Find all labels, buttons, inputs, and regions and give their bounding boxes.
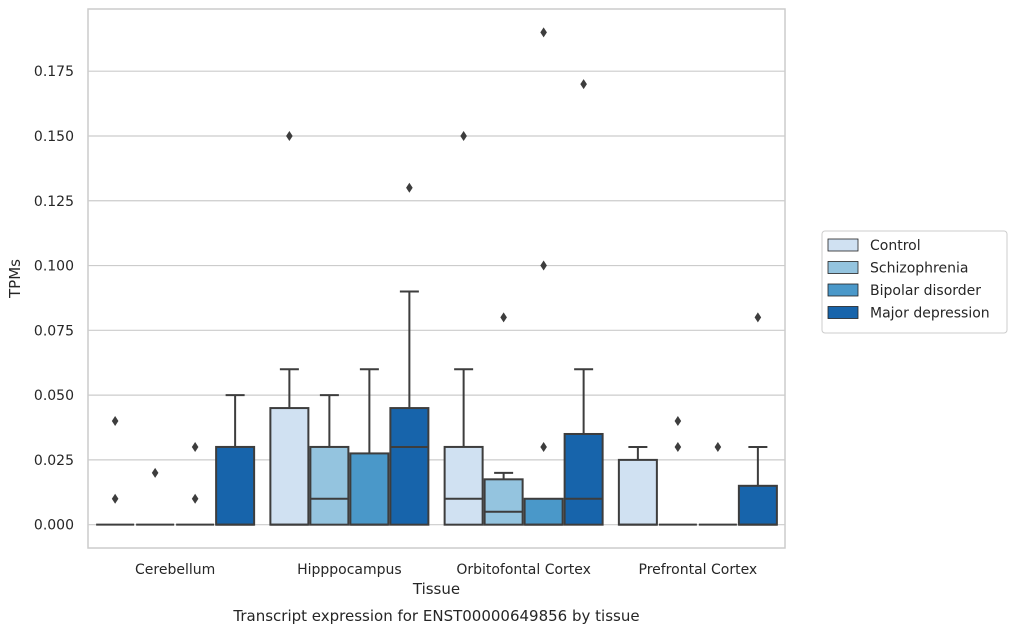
plot-frame: [87, 8, 786, 549]
box-body: [269, 407, 310, 526]
box-1-3: [389, 182, 430, 526]
legend-frame: [821, 230, 1008, 334]
legend-label: Major depression: [870, 306, 990, 322]
box-3-3: [737, 312, 778, 526]
box-body: [349, 452, 390, 526]
legend-swatch: [827, 283, 859, 297]
chart-title: Transcript expression for ENST0000064985…: [232, 607, 639, 625]
box-2-2: [523, 27, 564, 526]
box-1-0: [269, 130, 310, 526]
outlier-point: [460, 130, 467, 141]
legend-swatch: [827, 306, 859, 319]
boxes: [96, 27, 778, 526]
x-axis-label: Tissue: [412, 580, 460, 598]
box-0-2: [176, 441, 215, 526]
y-axis-ticks: 0.000 0.025 0.050 0.075 0.100 0.125 0.150 0.175: [34, 64, 74, 533]
x-tick-label: Prefrontal Cortex: [639, 562, 758, 578]
outlier-point: [714, 441, 722, 452]
outlier-point: [191, 441, 199, 452]
box-3-2: [698, 441, 737, 526]
box-body: [215, 445, 256, 526]
x-axis-ticks: Cerebellum Hipppocampus Orbitofontal Corte…: [135, 562, 757, 578]
box-3-0: [617, 445, 658, 526]
y-tick-label: 0.025: [34, 453, 74, 469]
legend-swatch: [827, 238, 859, 252]
y-tick-label: 0.000: [34, 518, 74, 534]
y-tick-label: 0.050: [34, 388, 74, 404]
legend-label: Bipolar disorder: [870, 283, 981, 299]
legend: Control Schizophrenia Bipolar disorder Majo…: [821, 230, 1008, 334]
y-tick-label: 0.175: [34, 64, 74, 80]
x-tick-label: Cerebellum: [135, 562, 215, 578]
outlier-point: [111, 416, 119, 427]
y-tick-label: 0.125: [34, 194, 74, 210]
x-tick-label: Orbitofontal Cortex: [456, 562, 591, 578]
box-body: [737, 484, 778, 526]
box-0-3: [215, 394, 256, 526]
outlier-point: [540, 260, 547, 271]
box-body: [309, 445, 350, 526]
box-body: [443, 445, 484, 526]
x-tick-label: Hipppocampus: [297, 562, 402, 578]
outlier-point: [286, 130, 293, 141]
legend-swatch: [827, 261, 859, 274]
y-tick-label: 0.100: [34, 259, 74, 275]
outlier-point: [191, 493, 199, 504]
box-1-1: [309, 394, 350, 526]
outlier-point: [674, 441, 682, 452]
grid-lines: [88, 70, 785, 526]
box-body: [523, 497, 564, 526]
outlier-point: [540, 441, 547, 452]
outlier-point: [674, 416, 682, 427]
box-body: [563, 432, 604, 526]
outlier-point: [500, 312, 507, 323]
legend-label: Schizophrenia: [870, 261, 968, 277]
y-axis-label: TPMs: [6, 259, 24, 299]
outlier-point: [754, 312, 762, 323]
box-body: [389, 407, 430, 526]
y-tick-label: 0.150: [34, 129, 74, 145]
y-tick-label: 0.075: [34, 323, 74, 339]
box-0-0: [96, 416, 135, 526]
outlier-point: [580, 79, 587, 90]
box-0-1: [136, 467, 175, 526]
outlier-point: [406, 182, 413, 193]
outlier-point: [111, 493, 119, 504]
box-1-2: [349, 368, 390, 526]
box-2-3: [563, 79, 604, 526]
box-body: [483, 478, 524, 526]
box-2-1: [483, 312, 524, 526]
outlier-point: [540, 27, 547, 38]
box-3-1: [658, 416, 697, 526]
legend-label: Control: [870, 238, 921, 254]
outlier-point: [151, 467, 159, 478]
box-2-0: [443, 130, 484, 526]
box-body: [617, 458, 658, 526]
